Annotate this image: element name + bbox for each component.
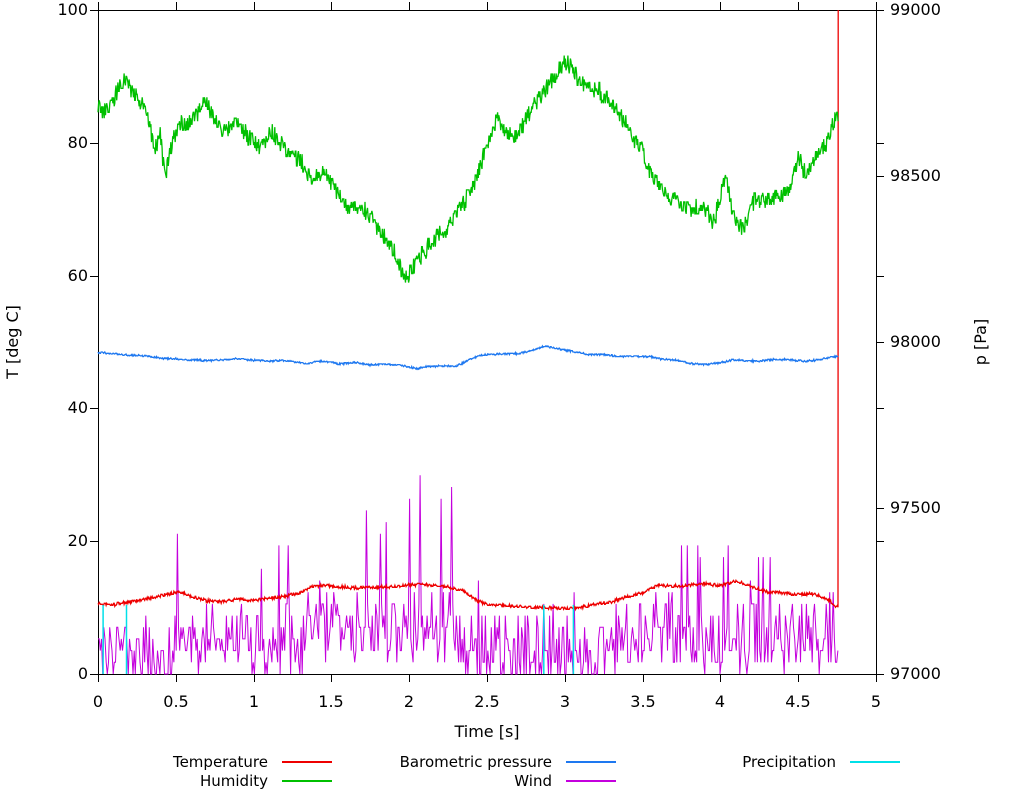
series-humidity bbox=[97, 55, 839, 283]
x-tick-label: 1 bbox=[249, 692, 259, 711]
y-left-tick-label: 100 bbox=[57, 0, 88, 19]
legend-label-humidity: Humidity bbox=[199, 772, 268, 790]
legend-entry-humidity: Humidity bbox=[48, 772, 332, 790]
y-right-tick-label: 98500 bbox=[890, 166, 941, 185]
legend-line-sample-temperature bbox=[282, 761, 332, 763]
x-tick-label: 4 bbox=[715, 692, 725, 711]
series-temperature bbox=[97, 9, 839, 612]
series-barometric-pressure bbox=[97, 344, 839, 371]
legend-entry-precipitation: Precipitation bbox=[616, 753, 900, 771]
legend-entry-wind: Wind bbox=[332, 772, 616, 790]
legend-entry-barometric-pressure: Barometric pressure bbox=[332, 753, 616, 771]
x-tick-label: 2.5 bbox=[474, 692, 499, 711]
y-left-tick-label: 40 bbox=[68, 398, 88, 417]
x-tick-label: 0.5 bbox=[163, 692, 188, 711]
series-line bbox=[97, 9, 839, 612]
legend-line-sample-humidity bbox=[282, 780, 332, 782]
x-tick-label: 1.5 bbox=[318, 692, 343, 711]
x-tick-label: 0 bbox=[93, 692, 103, 711]
x-tick-label: 5 bbox=[871, 692, 881, 711]
legend-line-sample-barometric-pressure bbox=[566, 761, 616, 763]
legend-entry-temperature: Temperature bbox=[48, 753, 332, 771]
series-precipitation bbox=[102, 604, 575, 674]
plot-border bbox=[98, 10, 877, 675]
axis-ticks: 0 0.5 1 1.5 2 2.5 3 3.5 4 4.5 5 0 20 40 60 80 100 97000 97… bbox=[3, 0, 990, 741]
y-left-tick-label: 60 bbox=[68, 266, 88, 285]
legend-line-sample-wind bbox=[566, 780, 616, 782]
y-right-axis-title: p [Pa] bbox=[971, 319, 990, 365]
y-left-tick-label: 0 bbox=[78, 664, 88, 683]
series-line bbox=[97, 55, 839, 283]
y-left-axis-title: T [deg C] bbox=[3, 305, 22, 380]
y-right-tick-label: 98000 bbox=[890, 332, 941, 351]
legend-label-temperature: Temperature bbox=[172, 753, 268, 771]
x-tick-label: 4.5 bbox=[785, 692, 810, 711]
legend-label-wind: Wind bbox=[514, 772, 552, 790]
x-axis-title: Time [s] bbox=[453, 722, 519, 741]
plot-series bbox=[97, 9, 839, 675]
legend-line-sample-precipitation bbox=[850, 761, 900, 763]
y-right-tick-label: 97000 bbox=[890, 664, 941, 683]
x-tick-label: 2 bbox=[404, 692, 414, 711]
y-right-tick-label: 99000 bbox=[890, 0, 941, 19]
x-tick-label: 3 bbox=[560, 692, 570, 711]
legend-label-precipitation: Precipitation bbox=[742, 753, 836, 771]
series-line bbox=[97, 344, 839, 371]
y-right-tick-label: 97500 bbox=[890, 498, 941, 517]
series-line bbox=[98, 475, 839, 675]
legend-label-barometric-pressure: Barometric pressure bbox=[399, 753, 552, 771]
series-wind bbox=[98, 475, 839, 675]
y-left-tick-label: 20 bbox=[68, 531, 88, 550]
x-tick-label: 3.5 bbox=[630, 692, 655, 711]
y-left-tick-label: 80 bbox=[68, 133, 88, 152]
